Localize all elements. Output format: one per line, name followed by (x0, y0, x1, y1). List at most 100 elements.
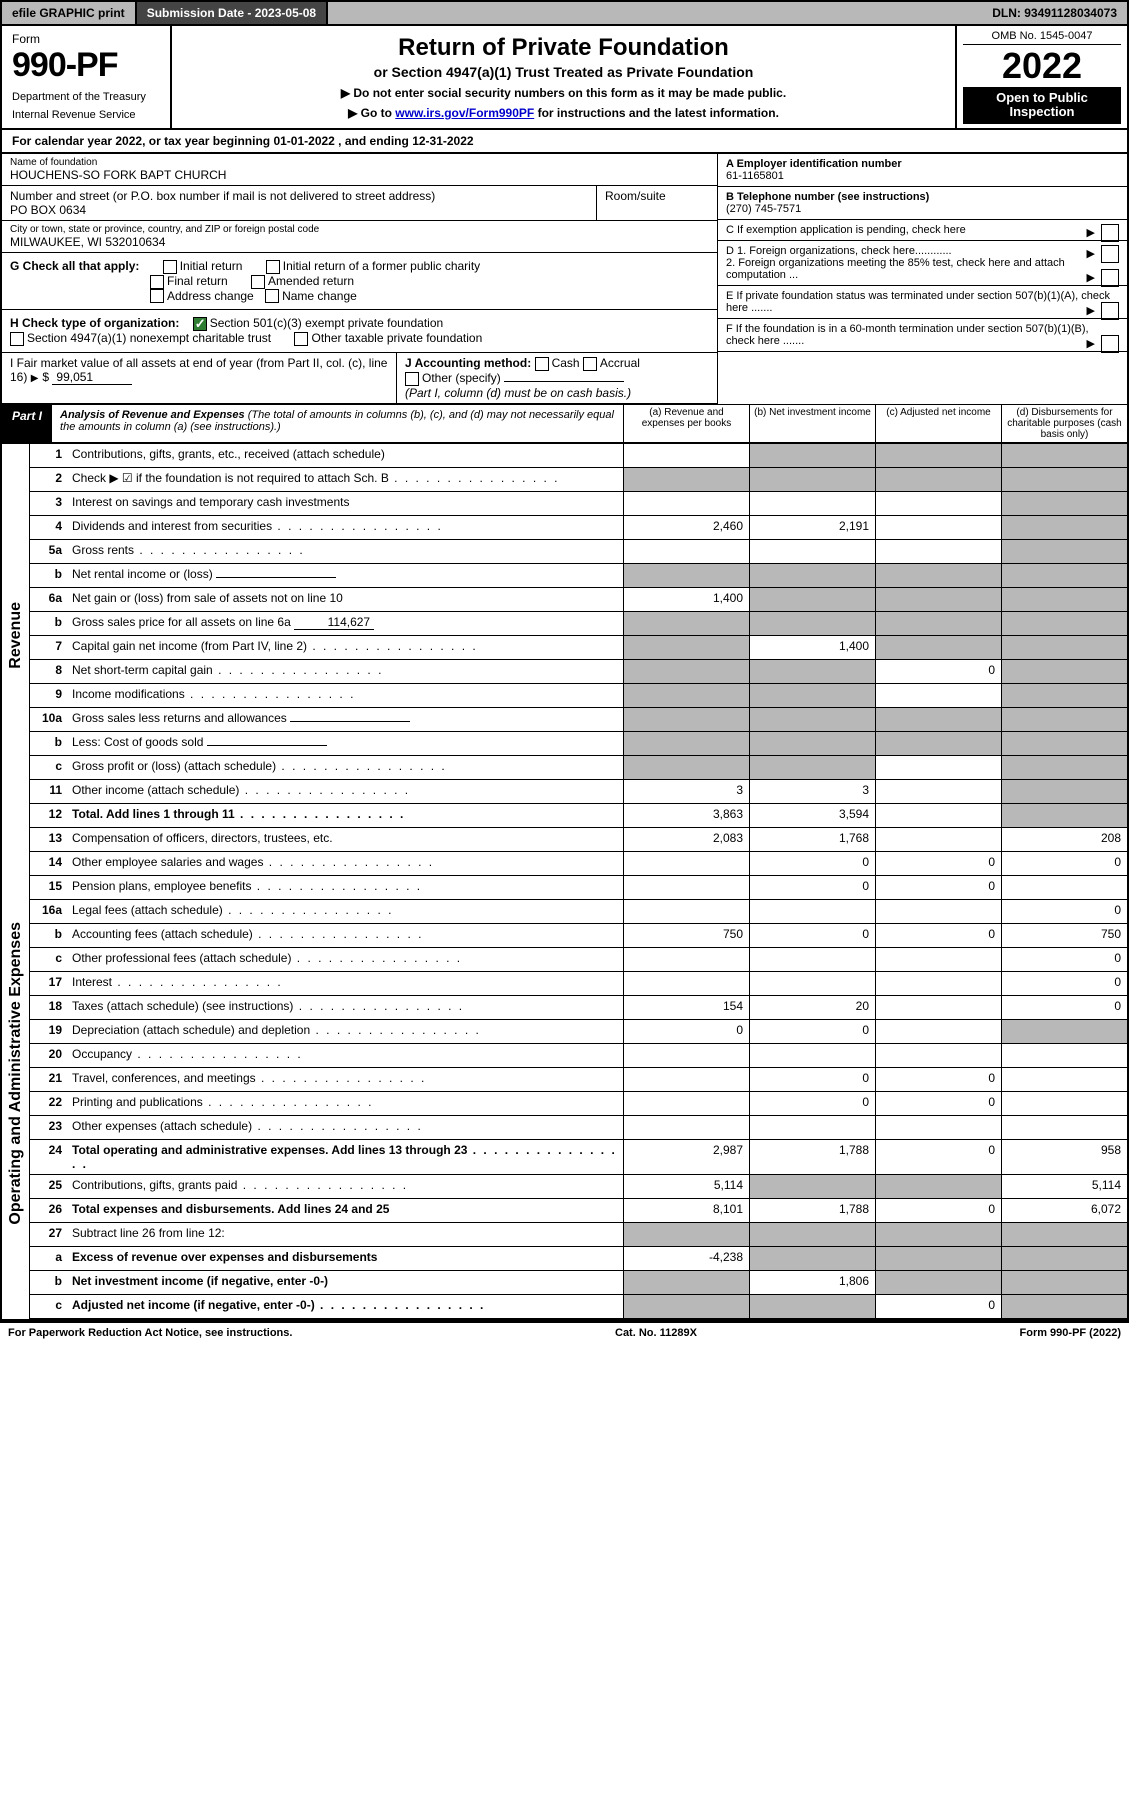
amended-return-checkbox[interactable] (251, 275, 265, 289)
initial-return-checkbox[interactable] (163, 260, 177, 274)
amount-cell (875, 804, 1001, 827)
amount-cell: 958 (1001, 1140, 1127, 1174)
amount-cell (623, 612, 749, 635)
table-row: 7Capital gain net income (from Part IV, … (30, 636, 1127, 660)
amount-cell: 2,460 (623, 516, 749, 539)
cash-checkbox[interactable] (535, 357, 549, 371)
4947-checkbox[interactable] (10, 332, 24, 346)
line-number: 27 (30, 1223, 68, 1246)
amount-cell: 0 (1001, 948, 1127, 971)
final-return-checkbox[interactable] (150, 275, 164, 289)
table-row: 15Pension plans, employee benefits00 (30, 876, 1127, 900)
line-label: Gross rents (68, 540, 623, 563)
section-d1: D 1. Foreign organizations, check here..… (726, 245, 952, 257)
foundation-name: HOUCHENS-SO FORK BAPT CHURCH (10, 168, 709, 182)
amount-cell: 750 (1001, 924, 1127, 947)
amount-cell: 2,191 (749, 516, 875, 539)
line-label: Taxes (attach schedule) (see instruction… (68, 996, 623, 1019)
paperwork-notice: For Paperwork Reduction Act Notice, see … (8, 1327, 292, 1339)
address-label: Number and street (or P.O. box number if… (10, 189, 588, 203)
section-e: E If private foundation status was termi… (726, 290, 1110, 314)
line-number: 6a (30, 588, 68, 611)
line-number: 15 (30, 876, 68, 899)
amount-cell (1001, 468, 1127, 491)
table-row: 4Dividends and interest from securities2… (30, 516, 1127, 540)
amount-cell (749, 612, 875, 635)
former-charity-checkbox[interactable] (266, 260, 280, 274)
amount-cell (1001, 660, 1127, 683)
60month-checkbox[interactable] (1101, 335, 1119, 353)
table-row: 1Contributions, gifts, grants, etc., rec… (30, 444, 1127, 468)
amount-cell (623, 564, 749, 587)
line-label: Capital gain net income (from Part IV, l… (68, 636, 623, 659)
line-number: b (30, 612, 68, 635)
table-row: cAdjusted net income (if negative, enter… (30, 1295, 1127, 1319)
amount-cell (623, 540, 749, 563)
amount-cell (1001, 1020, 1127, 1043)
amount-cell: 1,806 (749, 1271, 875, 1294)
amount-cell (623, 900, 749, 923)
line-number: 25 (30, 1175, 68, 1198)
dept-treasury: Department of the Treasury (12, 91, 160, 103)
amount-cell (623, 1044, 749, 1067)
amount-cell: 1,768 (749, 828, 875, 851)
status-terminated-checkbox[interactable] (1101, 302, 1119, 320)
amount-cell: 0 (875, 852, 1001, 875)
form-title: Return of Private Foundation (182, 34, 945, 62)
amount-cell (749, 1175, 875, 1198)
line-label: Subtract line 26 from line 12: (68, 1223, 623, 1246)
col-b-header: (b) Net investment income (749, 405, 875, 442)
amount-cell: 0 (1001, 972, 1127, 995)
amount-cell: 0 (749, 1068, 875, 1091)
efile-label[interactable]: efile GRAPHIC print (2, 2, 137, 24)
address-change-checkbox[interactable] (150, 289, 164, 303)
line-number: 17 (30, 972, 68, 995)
amount-cell (875, 468, 1001, 491)
section-g: G Check all that apply: Initial return I… (2, 253, 717, 310)
table-row: 5aGross rents (30, 540, 1127, 564)
exemption-pending-checkbox[interactable] (1101, 224, 1119, 242)
revenue-section: Revenue 1Contributions, gifts, grants, e… (0, 444, 1129, 828)
amount-cell (875, 708, 1001, 731)
line-label: Net short-term capital gain (68, 660, 623, 683)
other-method-checkbox[interactable] (405, 372, 419, 386)
amount-cell: 6,072 (1001, 1199, 1127, 1222)
section-h: H Check type of organization: Section 50… (2, 310, 717, 353)
amount-cell (749, 1116, 875, 1139)
line-label: Dividends and interest from securities (68, 516, 623, 539)
line-number: 3 (30, 492, 68, 515)
irs-link[interactable]: www.irs.gov/Form990PF (395, 106, 534, 120)
line-label: Total operating and administrative expen… (68, 1140, 623, 1174)
line-label: Gross sales price for all assets on line… (68, 612, 623, 635)
amount-cell (875, 684, 1001, 707)
table-row: 23Other expenses (attach schedule) (30, 1116, 1127, 1140)
501c3-checkbox[interactable] (193, 317, 207, 331)
line-label: Adjusted net income (if negative, enter … (68, 1295, 623, 1318)
goto-note: ▶ Go to www.irs.gov/Form990PF for instru… (182, 106, 945, 120)
ssn-warning: ▶ Do not enter social security numbers o… (182, 86, 945, 100)
amount-cell (875, 540, 1001, 563)
amount-cell (749, 972, 875, 995)
foreign-org-checkbox[interactable] (1101, 245, 1119, 263)
amount-cell (623, 1271, 749, 1294)
city-label: City or town, state or province, country… (10, 224, 709, 235)
table-row: 8Net short-term capital gain0 (30, 660, 1127, 684)
table-row: 24Total operating and administrative exp… (30, 1140, 1127, 1175)
other-taxable-checkbox[interactable] (294, 332, 308, 346)
accrual-checkbox[interactable] (583, 357, 597, 371)
table-row: cOther professional fees (attach schedul… (30, 948, 1127, 972)
line-label: Interest on savings and temporary cash i… (68, 492, 623, 515)
foreign-85pct-checkbox[interactable] (1101, 269, 1119, 287)
line-label: Gross profit or (loss) (attach schedule) (68, 756, 623, 779)
line-label: Excess of revenue over expenses and disb… (68, 1247, 623, 1270)
line-number: 14 (30, 852, 68, 875)
amount-cell (749, 540, 875, 563)
line-number: 20 (30, 1044, 68, 1067)
line-number: 2 (30, 468, 68, 491)
amount-cell (1001, 1044, 1127, 1067)
table-row: 18Taxes (attach schedule) (see instructi… (30, 996, 1127, 1020)
section-d2: 2. Foreign organizations meeting the 85%… (726, 257, 1065, 281)
name-change-checkbox[interactable] (265, 289, 279, 303)
amount-cell (749, 444, 875, 467)
amount-cell: 0 (623, 1020, 749, 1043)
